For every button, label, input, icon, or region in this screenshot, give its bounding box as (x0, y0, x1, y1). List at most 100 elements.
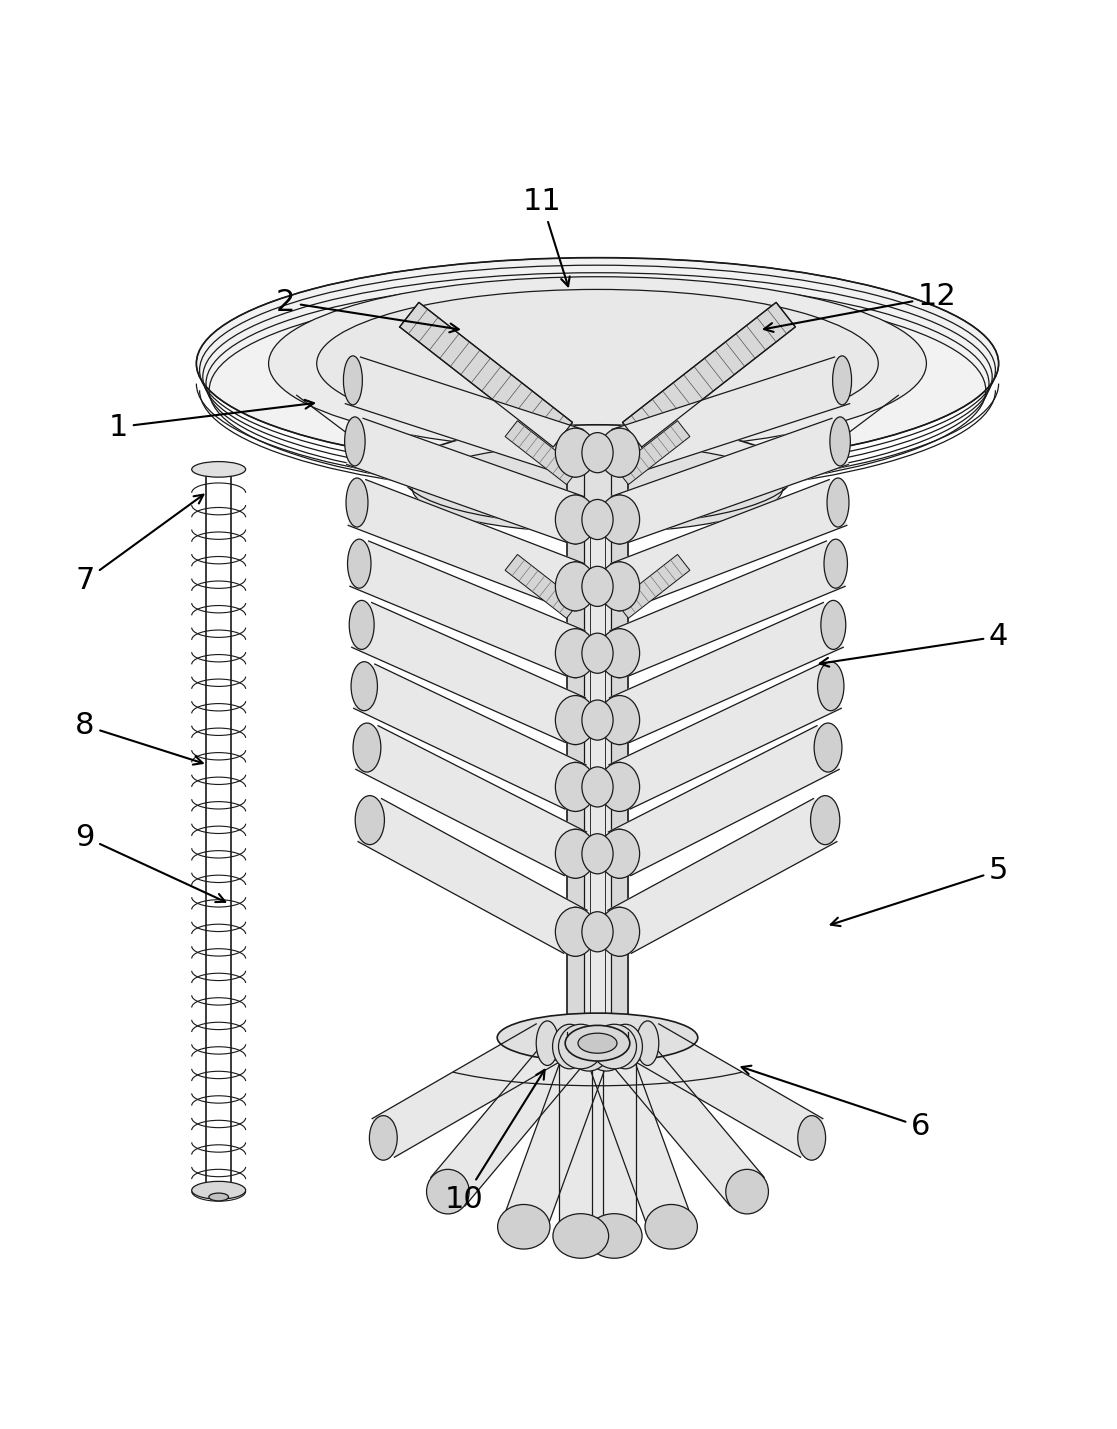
Polygon shape (372, 1025, 558, 1157)
Polygon shape (617, 554, 690, 619)
Ellipse shape (612, 429, 627, 477)
Polygon shape (503, 1042, 610, 1235)
Polygon shape (611, 480, 847, 609)
Text: 8: 8 (75, 712, 202, 765)
Ellipse shape (564, 829, 586, 879)
Polygon shape (610, 542, 846, 676)
Ellipse shape (192, 462, 246, 477)
Ellipse shape (555, 429, 595, 477)
Ellipse shape (645, 1205, 697, 1249)
Polygon shape (349, 480, 584, 609)
Ellipse shape (600, 562, 640, 610)
Ellipse shape (600, 907, 640, 956)
Polygon shape (609, 664, 841, 809)
Ellipse shape (582, 633, 613, 673)
Ellipse shape (609, 829, 631, 879)
Ellipse shape (582, 500, 613, 540)
Ellipse shape (830, 417, 850, 466)
Ellipse shape (268, 277, 926, 450)
Ellipse shape (611, 562, 629, 610)
Polygon shape (356, 726, 586, 876)
Text: 10: 10 (445, 1070, 545, 1213)
Ellipse shape (317, 290, 878, 437)
Polygon shape (611, 419, 848, 543)
Polygon shape (505, 420, 579, 484)
Polygon shape (608, 799, 837, 953)
Polygon shape (566, 430, 584, 1032)
Ellipse shape (555, 829, 595, 879)
Polygon shape (505, 554, 579, 619)
Polygon shape (609, 726, 839, 876)
Polygon shape (610, 603, 843, 743)
Ellipse shape (558, 1025, 603, 1069)
Ellipse shape (555, 696, 595, 745)
Ellipse shape (209, 1193, 229, 1200)
Ellipse shape (555, 494, 595, 544)
Ellipse shape (564, 907, 588, 956)
Text: 7: 7 (75, 494, 203, 596)
Ellipse shape (600, 829, 640, 879)
Ellipse shape (611, 494, 628, 544)
Ellipse shape (609, 1025, 642, 1069)
Text: 6: 6 (742, 1066, 930, 1142)
Polygon shape (585, 1042, 693, 1235)
Ellipse shape (555, 562, 595, 610)
Polygon shape (609, 1032, 764, 1206)
Polygon shape (558, 1046, 603, 1236)
Ellipse shape (566, 562, 584, 610)
Polygon shape (622, 303, 795, 447)
Ellipse shape (565, 1026, 630, 1060)
Polygon shape (611, 430, 628, 1032)
Ellipse shape (192, 1182, 246, 1199)
Ellipse shape (347, 539, 371, 589)
Ellipse shape (811, 796, 840, 845)
Ellipse shape (818, 662, 844, 710)
Ellipse shape (498, 1205, 550, 1249)
Text: 1: 1 (108, 400, 314, 442)
Ellipse shape (343, 356, 362, 404)
Ellipse shape (582, 912, 613, 952)
Ellipse shape (637, 1020, 659, 1066)
Ellipse shape (585, 1026, 628, 1072)
Ellipse shape (412, 444, 783, 533)
Text: 5: 5 (831, 856, 1009, 926)
Polygon shape (592, 1046, 637, 1236)
Text: 4: 4 (820, 622, 1009, 667)
Ellipse shape (592, 1025, 637, 1069)
Ellipse shape (197, 257, 999, 469)
Polygon shape (346, 419, 583, 543)
Bar (566, 430, 628, 1032)
Ellipse shape (582, 833, 613, 875)
Ellipse shape (582, 767, 613, 807)
Ellipse shape (350, 600, 374, 649)
Polygon shape (617, 420, 690, 484)
Ellipse shape (586, 1213, 642, 1259)
Text: 12: 12 (764, 282, 957, 332)
Polygon shape (637, 1025, 823, 1157)
Polygon shape (431, 1032, 586, 1206)
Ellipse shape (555, 763, 595, 812)
Ellipse shape (582, 700, 613, 740)
Polygon shape (359, 799, 588, 953)
Ellipse shape (345, 417, 365, 466)
Polygon shape (350, 542, 585, 676)
Ellipse shape (610, 696, 630, 745)
Ellipse shape (566, 629, 585, 677)
Text: 9: 9 (75, 823, 226, 902)
Polygon shape (345, 357, 583, 476)
Ellipse shape (567, 429, 583, 477)
Ellipse shape (555, 907, 595, 956)
Ellipse shape (353, 723, 381, 772)
Ellipse shape (370, 1116, 398, 1160)
Ellipse shape (497, 1013, 698, 1062)
Ellipse shape (536, 1020, 558, 1066)
Ellipse shape (567, 1026, 610, 1072)
Ellipse shape (821, 600, 846, 649)
Ellipse shape (600, 494, 640, 544)
Ellipse shape (402, 424, 792, 524)
Ellipse shape (351, 662, 378, 710)
Ellipse shape (565, 696, 585, 745)
Ellipse shape (553, 1213, 609, 1259)
Ellipse shape (582, 566, 613, 606)
Ellipse shape (814, 723, 842, 772)
